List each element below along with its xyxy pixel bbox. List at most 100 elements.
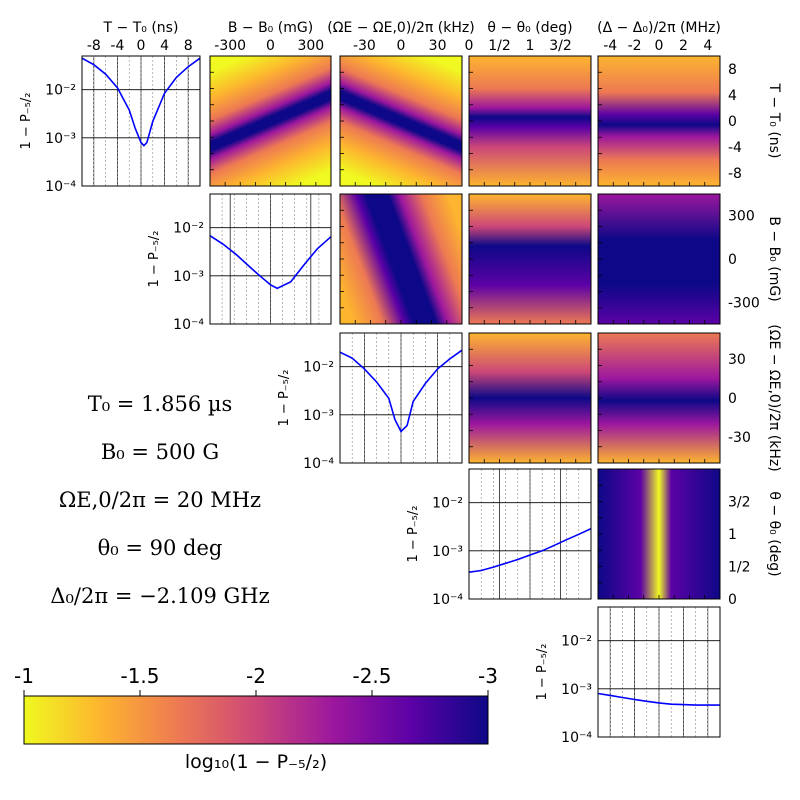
colorbar-tick-label: -1.5 xyxy=(120,664,159,688)
right-axis-label-T: T − T₀ (ns) xyxy=(766,83,782,159)
heatmap-base xyxy=(598,469,720,599)
top-axis-label-B: B − B₀ (mG) xyxy=(228,20,313,36)
y-axis-label: 1 − P₋₅/₂ xyxy=(277,370,292,427)
top-tick-label: 1 xyxy=(526,38,535,54)
top-axis-label-Delta: (Δ − Δ₀)/2π (MHz) xyxy=(597,20,721,36)
y-tick-label: 10⁻² xyxy=(173,221,204,237)
top-axis-label-theta: θ − θ₀ (deg) xyxy=(487,20,572,36)
diagonal-panel-theta xyxy=(468,468,592,600)
top-tick-label: 0 xyxy=(655,38,664,54)
heatmap-fill xyxy=(598,469,720,599)
right-tick-label: 0 xyxy=(728,114,737,130)
series-line-theta xyxy=(468,527,592,573)
series-line-B xyxy=(209,235,332,290)
top-tick-label: 8 xyxy=(184,38,193,54)
panel-frame xyxy=(468,468,592,600)
param-theta0: θ₀ = 90 deg xyxy=(97,536,223,560)
heatmap-fill xyxy=(210,56,331,186)
param-delta0: Δ₀/2π = −2.109 GHz xyxy=(50,584,270,608)
series-line-T xyxy=(81,57,201,147)
param-b0: B₀ = 500 G xyxy=(100,440,220,464)
param-omega0: ΩE,0/2π = 20 MHz xyxy=(58,488,262,512)
right-tick-label: 8 xyxy=(728,62,737,78)
top-axis-label-Omega: (ΩE − ΩE,0)/2π (kHz) xyxy=(327,20,474,36)
right-tick-label: 30 xyxy=(728,352,746,368)
heatmap-panel-Omega-Delta xyxy=(597,332,721,464)
y-tick-label: 10⁻² xyxy=(432,496,463,512)
series-line-Omega xyxy=(339,349,463,433)
top-tick-label: -8 xyxy=(87,38,101,54)
heatmap-panel-T-Omega xyxy=(339,55,463,187)
heatmap-fill xyxy=(598,194,720,324)
right-tick-label: -30 xyxy=(728,430,751,446)
panel-frame xyxy=(209,193,332,325)
y-tick-label: 10⁻³ xyxy=(45,131,76,147)
heatmap-fill xyxy=(469,333,591,463)
y-tick-label: 10⁻³ xyxy=(303,408,334,424)
heatmap-fill xyxy=(469,56,591,186)
right-tick-label: -300 xyxy=(728,295,760,311)
heatmap-fill xyxy=(598,56,720,186)
right-tick-label: 300 xyxy=(728,209,755,225)
top-tick-label: 0 xyxy=(137,38,146,54)
y-axis-label: 1 − P₋₅/₂ xyxy=(19,93,34,150)
colorbar xyxy=(23,690,489,745)
param-t0: T₀ = 1.856 µs xyxy=(87,392,233,416)
panel-frame xyxy=(81,55,201,187)
y-tick-label: 10⁻⁴ xyxy=(45,179,76,195)
y-axis-label: 1 − P₋₅/₂ xyxy=(535,644,550,701)
heatmap-panel-B-theta xyxy=(468,193,592,325)
y-tick-label: 10⁻² xyxy=(303,360,334,376)
right-axis-label-theta: θ − θ₀ (deg) xyxy=(766,491,782,576)
top-tick-label: 1/2 xyxy=(488,38,511,54)
y-tick-label: 10⁻⁴ xyxy=(561,730,592,746)
right-axis-label-B: B − B₀ (mG) xyxy=(766,216,782,301)
y-tick-label: 10⁻² xyxy=(561,634,592,650)
top-axis-label-T: T − T₀ (ns) xyxy=(103,20,179,36)
right-tick-label: 4 xyxy=(728,88,737,104)
top-tick-label: 0 xyxy=(266,38,275,54)
y-tick-label: 10⁻³ xyxy=(432,544,463,560)
top-tick-label: 300 xyxy=(297,38,324,54)
right-tick-label: 0 xyxy=(728,592,737,608)
diagonal-panel-B xyxy=(209,193,332,325)
heatmap-panel-B-Omega xyxy=(339,193,463,325)
y-tick-label: 10⁻³ xyxy=(173,269,204,285)
diagonal-panel-T xyxy=(81,55,201,187)
top-tick-label: 2 xyxy=(679,38,688,54)
colorbar-fill xyxy=(23,695,489,745)
top-tick-label: 4 xyxy=(703,38,712,54)
top-tick-label: 3/2 xyxy=(549,38,572,54)
y-tick-label: 10⁻⁴ xyxy=(173,317,204,333)
heatmap-panel-T-theta xyxy=(468,55,592,187)
colorbar-tick-label: -2 xyxy=(246,664,266,688)
panel-frame xyxy=(597,606,721,738)
top-tick-label: 4 xyxy=(160,38,169,54)
top-tick-label: -30 xyxy=(353,38,376,54)
y-axis-label: 1 − P₋₅/₂ xyxy=(147,231,162,288)
heatmap-fill xyxy=(340,56,462,186)
diagonal-panel-Delta xyxy=(597,606,721,738)
colorbar-tick-label: -2.5 xyxy=(352,664,391,688)
heatmap-fill xyxy=(340,194,462,324)
colorbar-label: log₁₀(1 − P₋₅/₂) xyxy=(185,751,327,773)
heatmap-panel-T-Delta xyxy=(597,55,721,187)
top-tick-label: -4 xyxy=(603,38,617,54)
panel-frame xyxy=(339,332,463,464)
right-tick-label: 3/2 xyxy=(728,495,751,511)
heatmap-panel-B-Delta xyxy=(597,193,721,325)
top-tick-label: 0 xyxy=(465,38,474,54)
top-tick-label: 0 xyxy=(397,38,406,54)
diagonal-panel-Omega xyxy=(339,332,463,464)
top-tick-label: 30 xyxy=(429,38,447,54)
colorbar-tick-label: -1 xyxy=(14,664,34,688)
heatmap-fill xyxy=(598,333,720,463)
y-tick-label: 10⁻⁴ xyxy=(432,592,463,608)
y-tick-label: 10⁻⁴ xyxy=(303,456,334,472)
right-tick-label: 0 xyxy=(728,391,737,407)
y-axis-label: 1 − P₋₅/₂ xyxy=(406,506,421,563)
heatmap-panel-T-B xyxy=(209,55,332,187)
right-tick-label: -8 xyxy=(728,166,742,182)
